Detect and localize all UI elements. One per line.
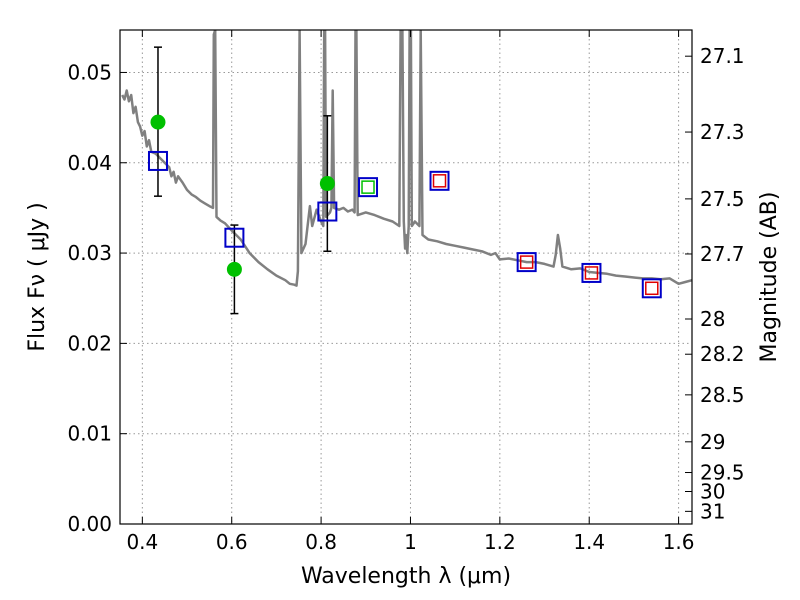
right-tick-label: 29 <box>700 430 725 454</box>
right-tick-label: 30 <box>700 479 725 503</box>
model-flux-square <box>581 262 602 283</box>
y-tick-label: 0.00 <box>67 512 112 536</box>
band-flux-square <box>519 255 534 269</box>
band-flux-square <box>645 281 659 296</box>
right-tick-label: 28.5 <box>700 383 745 407</box>
right-tick-label: 31 <box>700 499 725 523</box>
x-tick-label: 0.4 <box>126 530 158 554</box>
model-spectrum-layer <box>121 30 692 287</box>
model-flux-square <box>224 227 245 248</box>
observed-flux-point <box>150 114 166 130</box>
x-axis-label: Wavelength λ (μm) <box>301 564 511 589</box>
band-flux-square <box>584 266 599 280</box>
observed-flux-point <box>319 176 335 192</box>
y-tick-label: 0.04 <box>67 151 112 175</box>
right-tick-label: 27.5 <box>700 187 745 211</box>
model-flux-square <box>147 150 168 171</box>
axis-ticks: 0.4 0.6 0.8 1 1.2 1.4 1.6 0.00 0.01 0.02 0.03 0.04 0… <box>67 30 745 554</box>
x-tick-label: 1.2 <box>484 530 516 554</box>
model-spectrum-line <box>121 30 692 287</box>
right-tick-label: 27.7 <box>700 242 745 266</box>
photometry-layer <box>147 46 662 315</box>
band-flux-square <box>361 180 375 194</box>
x-tick-label: 0.8 <box>305 530 337 554</box>
x-tick-label: 1.6 <box>663 530 695 554</box>
observed-flux-point <box>226 261 242 277</box>
x-tick-label: 1 <box>404 530 417 554</box>
right-tick-label: 27.1 <box>700 44 745 68</box>
y-tick-label: 0.01 <box>67 422 112 446</box>
x-tick-label: 1.4 <box>573 530 605 554</box>
model-flux-square <box>317 201 338 222</box>
y-tick-label: 0.03 <box>67 241 112 265</box>
model-flux-square <box>429 170 450 191</box>
model-flux-square <box>641 278 662 299</box>
band-flux-square <box>432 174 447 188</box>
y-tick-label: 0.05 <box>67 60 112 84</box>
right-tick-label: 27.3 <box>700 120 745 144</box>
model-flux-square <box>516 252 537 273</box>
plot-frame <box>119 29 693 525</box>
grid-lines <box>120 30 692 525</box>
y-axis-label: Flux Fν ( μJy ) <box>25 202 50 351</box>
right-tick-label: 29.5 <box>700 461 745 485</box>
model-flux-square <box>358 177 379 198</box>
x-tick-label: 0.6 <box>216 530 248 554</box>
right-tick-label: 28.2 <box>700 342 745 366</box>
right-tick-label: 28 <box>700 307 725 331</box>
right-axis-label: Magnitude (AB) <box>757 192 782 363</box>
y-tick-label: 0.02 <box>67 331 112 355</box>
